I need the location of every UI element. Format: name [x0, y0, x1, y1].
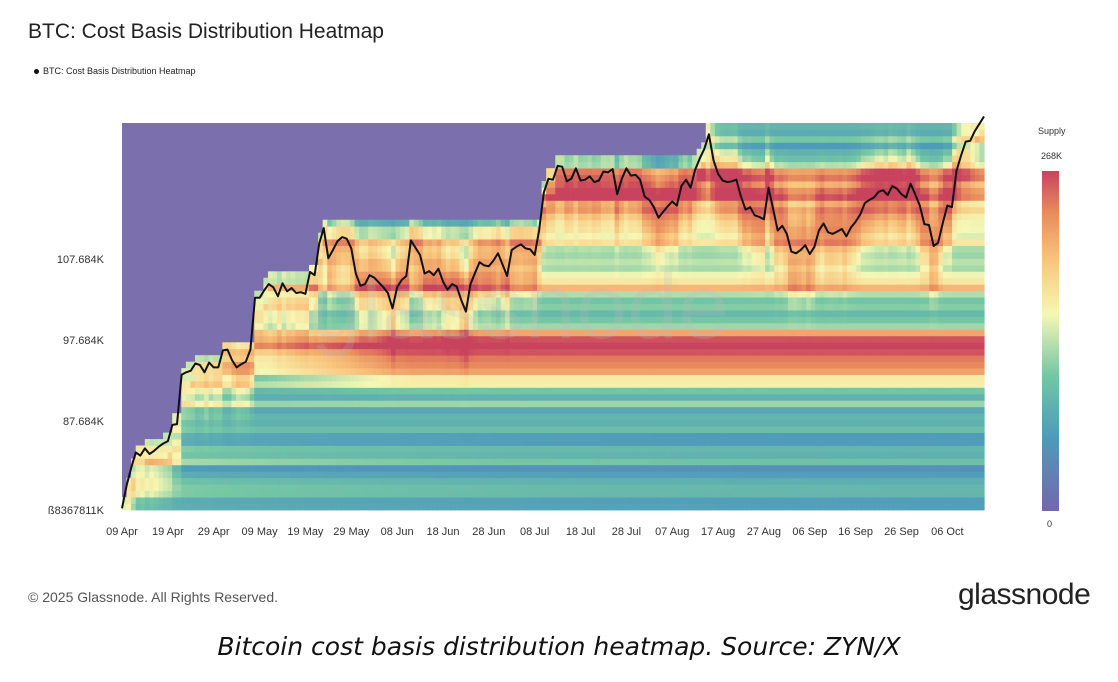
y-axis: 107.684K 97.684K 87.684K ß8367811K — [48, 254, 105, 517]
legend-series-label: BTC: Cost Basis Distribution Heatmap — [43, 66, 196, 76]
x-tick-label: 19 Apr — [152, 526, 184, 538]
x-tick-label: 09 May — [242, 526, 279, 538]
x-tick-label: 08 Jun — [381, 526, 414, 538]
copyright-notice: © 2025 Glassnode. All Rights Reserved. — [28, 589, 279, 605]
watermark-text: glassnode — [310, 256, 729, 358]
x-tick-label: 18 Jul — [566, 526, 595, 538]
brand-logo: glassnode — [958, 578, 1091, 611]
colorbar-max-label: 268K — [1041, 151, 1062, 161]
x-tick-label: 06 Sep — [792, 526, 827, 538]
x-tick-label: 26 Sep — [884, 526, 919, 538]
x-tick-label: 28 Jul — [612, 526, 641, 538]
x-tick-label: 08 Jul — [520, 526, 549, 538]
x-tick-label: 16 Sep — [838, 526, 873, 538]
legend-series-marker — [34, 68, 39, 74]
x-axis: 09 Apr 19 Apr 29 Apr 09 May 19 May 29 May 08 J… — [106, 526, 963, 538]
x-tick-label: 19 May — [287, 526, 324, 538]
x-tick-label: 27 Aug — [747, 526, 781, 538]
colorbar: Supply 268K 0 — [1038, 126, 1066, 529]
y-tick-label: ß8367811K — [48, 505, 105, 517]
image-caption: Bitcoin cost basis distribution heatmap.… — [217, 632, 901, 661]
y-tick-label: 97.684K — [63, 335, 105, 347]
y-tick-label: 87.684K — [63, 416, 105, 428]
colorbar-min-label: 0 — [1047, 519, 1052, 529]
x-tick-label: 28 Jun — [472, 526, 505, 538]
x-tick-label: 29 Apr — [198, 526, 230, 538]
colorbar-title: Supply — [1038, 126, 1066, 136]
y-tick-label: 107.684K — [57, 254, 105, 266]
x-tick-label: 07 Aug — [655, 526, 689, 538]
chart-legend[interactable]: BTC: Cost Basis Distribution Heatmap — [34, 66, 196, 76]
x-tick-label: 29 May — [333, 526, 370, 538]
chart-title: BTC: Cost Basis Distribution Heatmap — [28, 20, 384, 43]
x-tick-label: 18 Jun — [426, 526, 459, 538]
colorbar-gradient — [1042, 171, 1059, 511]
x-tick-label: 17 Aug — [701, 526, 735, 538]
x-tick-label: 09 Apr — [106, 526, 138, 538]
price-line[interactable] — [121, 115, 985, 509]
x-tick-label: 06 Oct — [931, 526, 963, 538]
heatmap-plot-area[interactable] — [122, 123, 985, 511]
